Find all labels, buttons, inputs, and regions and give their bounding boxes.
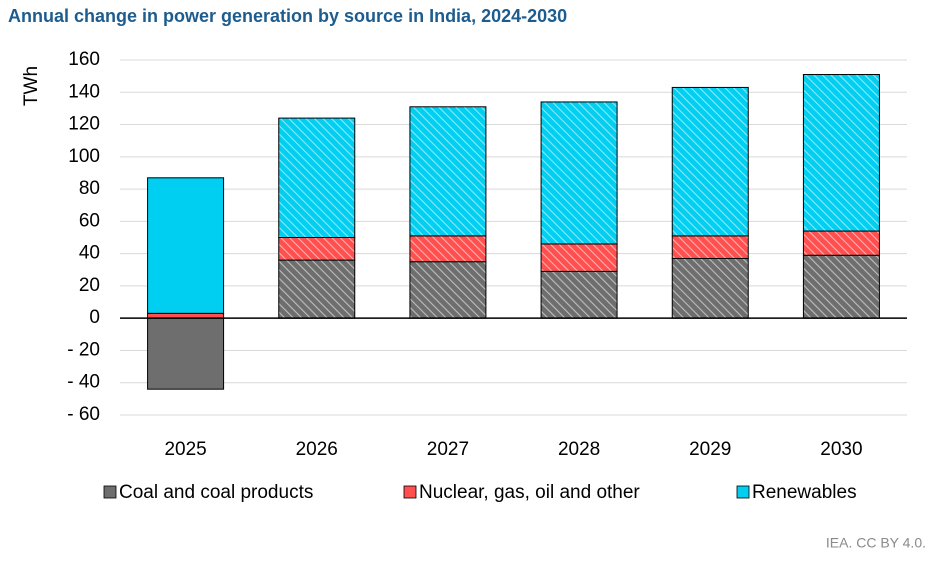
bar-segment [278,259,356,319]
y-tick-label: - 20 [67,339,100,360]
y-tick-label: 60 [79,210,100,231]
bar-segment [278,117,356,238]
x-tick-label: 2026 [296,439,338,460]
bar-segment [409,261,487,319]
bar-segment [540,101,618,245]
y-tick-label: 120 [68,114,100,135]
bar-segment [802,254,880,319]
x-tick-label: 2028 [558,439,600,460]
y-tick-label: 140 [68,81,100,102]
bar-segment [540,270,618,319]
y-axis-label: TWh [21,66,42,106]
bar-segment [409,235,487,263]
bar-segment [540,243,618,272]
bar-segment [802,74,880,232]
bar-segment [671,86,749,237]
legend-swatch [103,485,117,499]
chart-title: Annual change in power generation by sou… [8,6,567,26]
x-tick-label: 2029 [689,439,731,460]
bar-segment [409,106,487,237]
bar-segment [671,235,749,259]
y-tick-label: 80 [79,178,100,199]
y-tick-label: 20 [79,275,100,296]
y-tick-label: 40 [79,243,100,264]
bar-segment [278,237,356,261]
y-tick-label: - 40 [67,372,100,393]
y-tick-label: - 60 [67,404,100,425]
y-tick-label: 0 [89,307,100,328]
x-tick-label: 2027 [427,439,469,460]
x-tick-label: 2030 [820,439,862,460]
legend-label: Coal and coal products [119,482,313,503]
legend-swatch [403,485,417,499]
legend-label: Nuclear, gas, oil and other [419,482,640,503]
y-tick-label: 100 [68,146,100,167]
legend-label: Renewables [752,482,857,503]
legend-swatch [736,485,750,499]
y-tick-label: 160 [68,49,100,70]
x-tick-label: 2025 [164,439,206,460]
bar-segment [147,177,225,314]
bar-segment [802,230,880,256]
bar-segment [147,317,225,390]
bar-segment [671,257,749,319]
source-note: IEA. CC BY 4.0. [826,535,926,551]
